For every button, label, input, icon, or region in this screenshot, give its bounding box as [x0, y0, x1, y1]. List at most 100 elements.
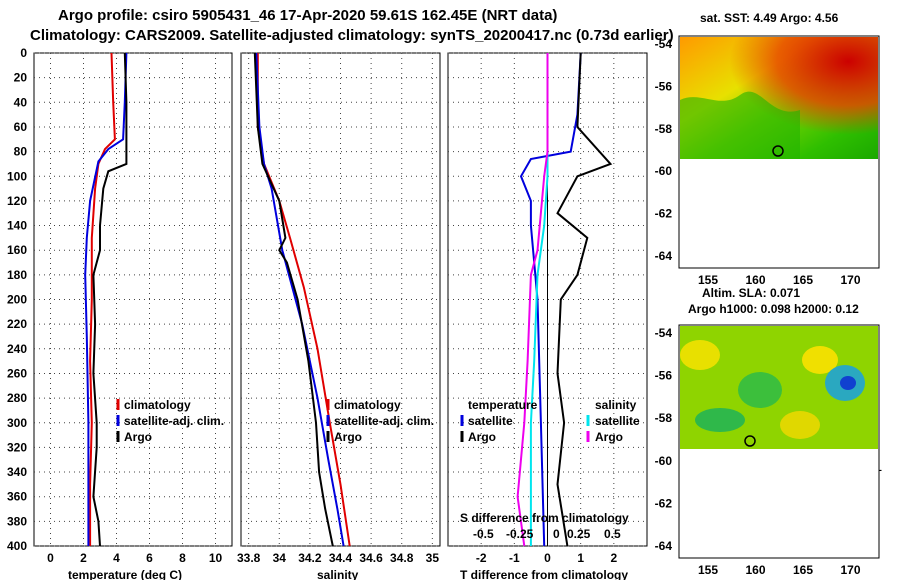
- x-tick-label: 35: [426, 551, 440, 565]
- depth-tick-label: 100: [7, 169, 27, 183]
- depth-tick-label: 400: [7, 539, 27, 553]
- series-s-argo: [516, 53, 549, 547]
- depth-tick-label: 320: [7, 440, 27, 454]
- depth-axis: 0 20 40 60 80 100 120 140 160 180 200 220 240 260 280 3…: [7, 46, 27, 553]
- x-tick-label: 2: [80, 551, 87, 565]
- depth-tick-label: 120: [7, 194, 27, 208]
- difference-xlabel: T difference from climatology: [460, 568, 628, 580]
- map-y-tick: -58: [655, 411, 673, 425]
- map-y-tick: -64: [655, 539, 673, 553]
- depth-tick-label: 260: [7, 366, 27, 380]
- map-x-tick: 155: [698, 563, 718, 577]
- legend-climatology: climatology: [334, 398, 401, 412]
- sla-blob: [840, 376, 856, 390]
- depth-tick-label: 40: [14, 95, 28, 109]
- legend-argo: Argo: [334, 430, 362, 444]
- x-tick-label: -2: [476, 551, 487, 565]
- difference-legend-temperature: temperature satellite Argo: [460, 398, 538, 444]
- depth-tick-label: 240: [7, 342, 27, 356]
- series-satellite-adj-clim-: [255, 52, 345, 547]
- map-y-tick: -62: [655, 207, 673, 221]
- depth-tick-label: 140: [7, 219, 27, 233]
- s-tick-2: -0.25: [506, 527, 534, 541]
- series-t-argo: [556, 52, 613, 547]
- legend-t-satellite: satellite: [468, 414, 513, 428]
- sla-blob: [680, 340, 720, 370]
- map-x-tick: 165: [793, 563, 813, 577]
- salinity-frame: [240, 52, 441, 547]
- x-tick-label: 4: [113, 551, 120, 565]
- sst-cool-band: [680, 91, 800, 159]
- depth-tick-label: 380: [7, 514, 27, 528]
- salinity-xlabel: salinity: [317, 568, 359, 580]
- legend-argo: Argo: [124, 430, 152, 444]
- legend-climatology: climatology: [124, 398, 191, 412]
- x-tick-label: 34.4: [329, 551, 353, 565]
- depth-tick-label: 80: [14, 145, 28, 159]
- x-tick-label: -1: [509, 551, 520, 565]
- x-tick-label: 34.8: [390, 551, 414, 565]
- legend-heading-salinity: salinity: [595, 398, 637, 412]
- x-tick-label: 33.8: [237, 551, 261, 565]
- map-y-tick: -54: [655, 37, 673, 51]
- sst-map: [678, 35, 880, 269]
- depth-tick-label: 60: [14, 120, 28, 134]
- map-x-tick: 170: [840, 273, 860, 287]
- sla-blob: [802, 346, 838, 374]
- map-x-tick: 170: [840, 563, 860, 577]
- sla-map-subtitle: Argo h1000: 0.098 h2000: 0.12: [688, 302, 859, 316]
- map-y-tick: -58: [655, 122, 673, 136]
- depth-tick-label: 160: [7, 243, 27, 257]
- x-tick-label: 1: [577, 551, 584, 565]
- legend-t-argo: Argo: [468, 430, 496, 444]
- x-tick-label: 8: [179, 551, 186, 565]
- grid-layer: [34, 52, 647, 547]
- map-y-tick: -60: [655, 164, 673, 178]
- legend-heading-temperature: temperature: [468, 398, 538, 412]
- argo-position-marker: [772, 145, 784, 157]
- x-tick-label: 2: [610, 551, 617, 565]
- sla-map-title: Altim. SLA: 0.071: [702, 286, 800, 300]
- sla-blob: [695, 408, 745, 432]
- depth-tick-label: 340: [7, 465, 27, 479]
- map-y-tick: -60: [655, 454, 673, 468]
- sst-map-title: sat. SST: 4.49 Argo: 4.56: [700, 11, 839, 25]
- series-argo: [92, 52, 128, 547]
- map-x-tick: 160: [745, 563, 765, 577]
- s-tick-4: 0.25: [567, 527, 591, 541]
- map-x-tick: 155: [698, 273, 718, 287]
- difference-xlabel-top: S difference from climatology: [460, 511, 629, 525]
- map-x-tick: 160: [745, 273, 765, 287]
- temperature-xlabel: temperature (deg C): [68, 568, 182, 580]
- s-tick-1: -0.5: [473, 527, 494, 541]
- salinity-legend: climatology satellite-adj. clim. Argo: [326, 398, 434, 444]
- map-y-tick: -54: [655, 326, 673, 340]
- legend-satellite: satellite-adj. clim.: [334, 414, 434, 428]
- difference-legend-salinity: salinity satellite Argo: [586, 398, 640, 444]
- x-tick-label: 6: [146, 551, 153, 565]
- x-tick-label: 34: [273, 551, 287, 565]
- depth-tick-label: 20: [14, 71, 28, 85]
- sla-blob: [738, 372, 782, 408]
- legend-s-argo: Argo: [595, 430, 623, 444]
- depth-tick-label: 180: [7, 268, 27, 282]
- legend-s-satellite: satellite: [595, 414, 640, 428]
- map-y-tick: -56: [655, 369, 673, 383]
- map-y-tick: -56: [655, 79, 673, 93]
- map-y-tick: -62: [655, 496, 673, 510]
- series-climatology: [89, 52, 116, 546]
- sla-blob: [780, 411, 820, 439]
- temperature-frame: [33, 52, 233, 547]
- x-tick-label: 34.2: [298, 551, 322, 565]
- depth-tick-label: 220: [7, 317, 27, 331]
- map-y-tick: -64: [655, 249, 673, 263]
- x-axes: 0 2 4 6 8 10 33.8 34 34.2 34.4 34.6 34.8 35 -2 -1 0 1 2: [47, 551, 617, 565]
- x-tick-label: 0: [47, 551, 54, 565]
- series-satellite-adj-clim-: [84, 52, 128, 546]
- sla-map-axes: -54 -56 -58 -60 -62 -64 155 160 165 170: [655, 326, 861, 577]
- s-tick-3: 0: [553, 527, 560, 541]
- sst-map-axes: -54 -56 -58 -60 -62 -64 155 160 165 170: [655, 37, 861, 287]
- title-line-1: Argo profile: csiro 5905431_46 17-Apr-20…: [58, 7, 558, 24]
- depth-tick-label: 360: [7, 490, 27, 504]
